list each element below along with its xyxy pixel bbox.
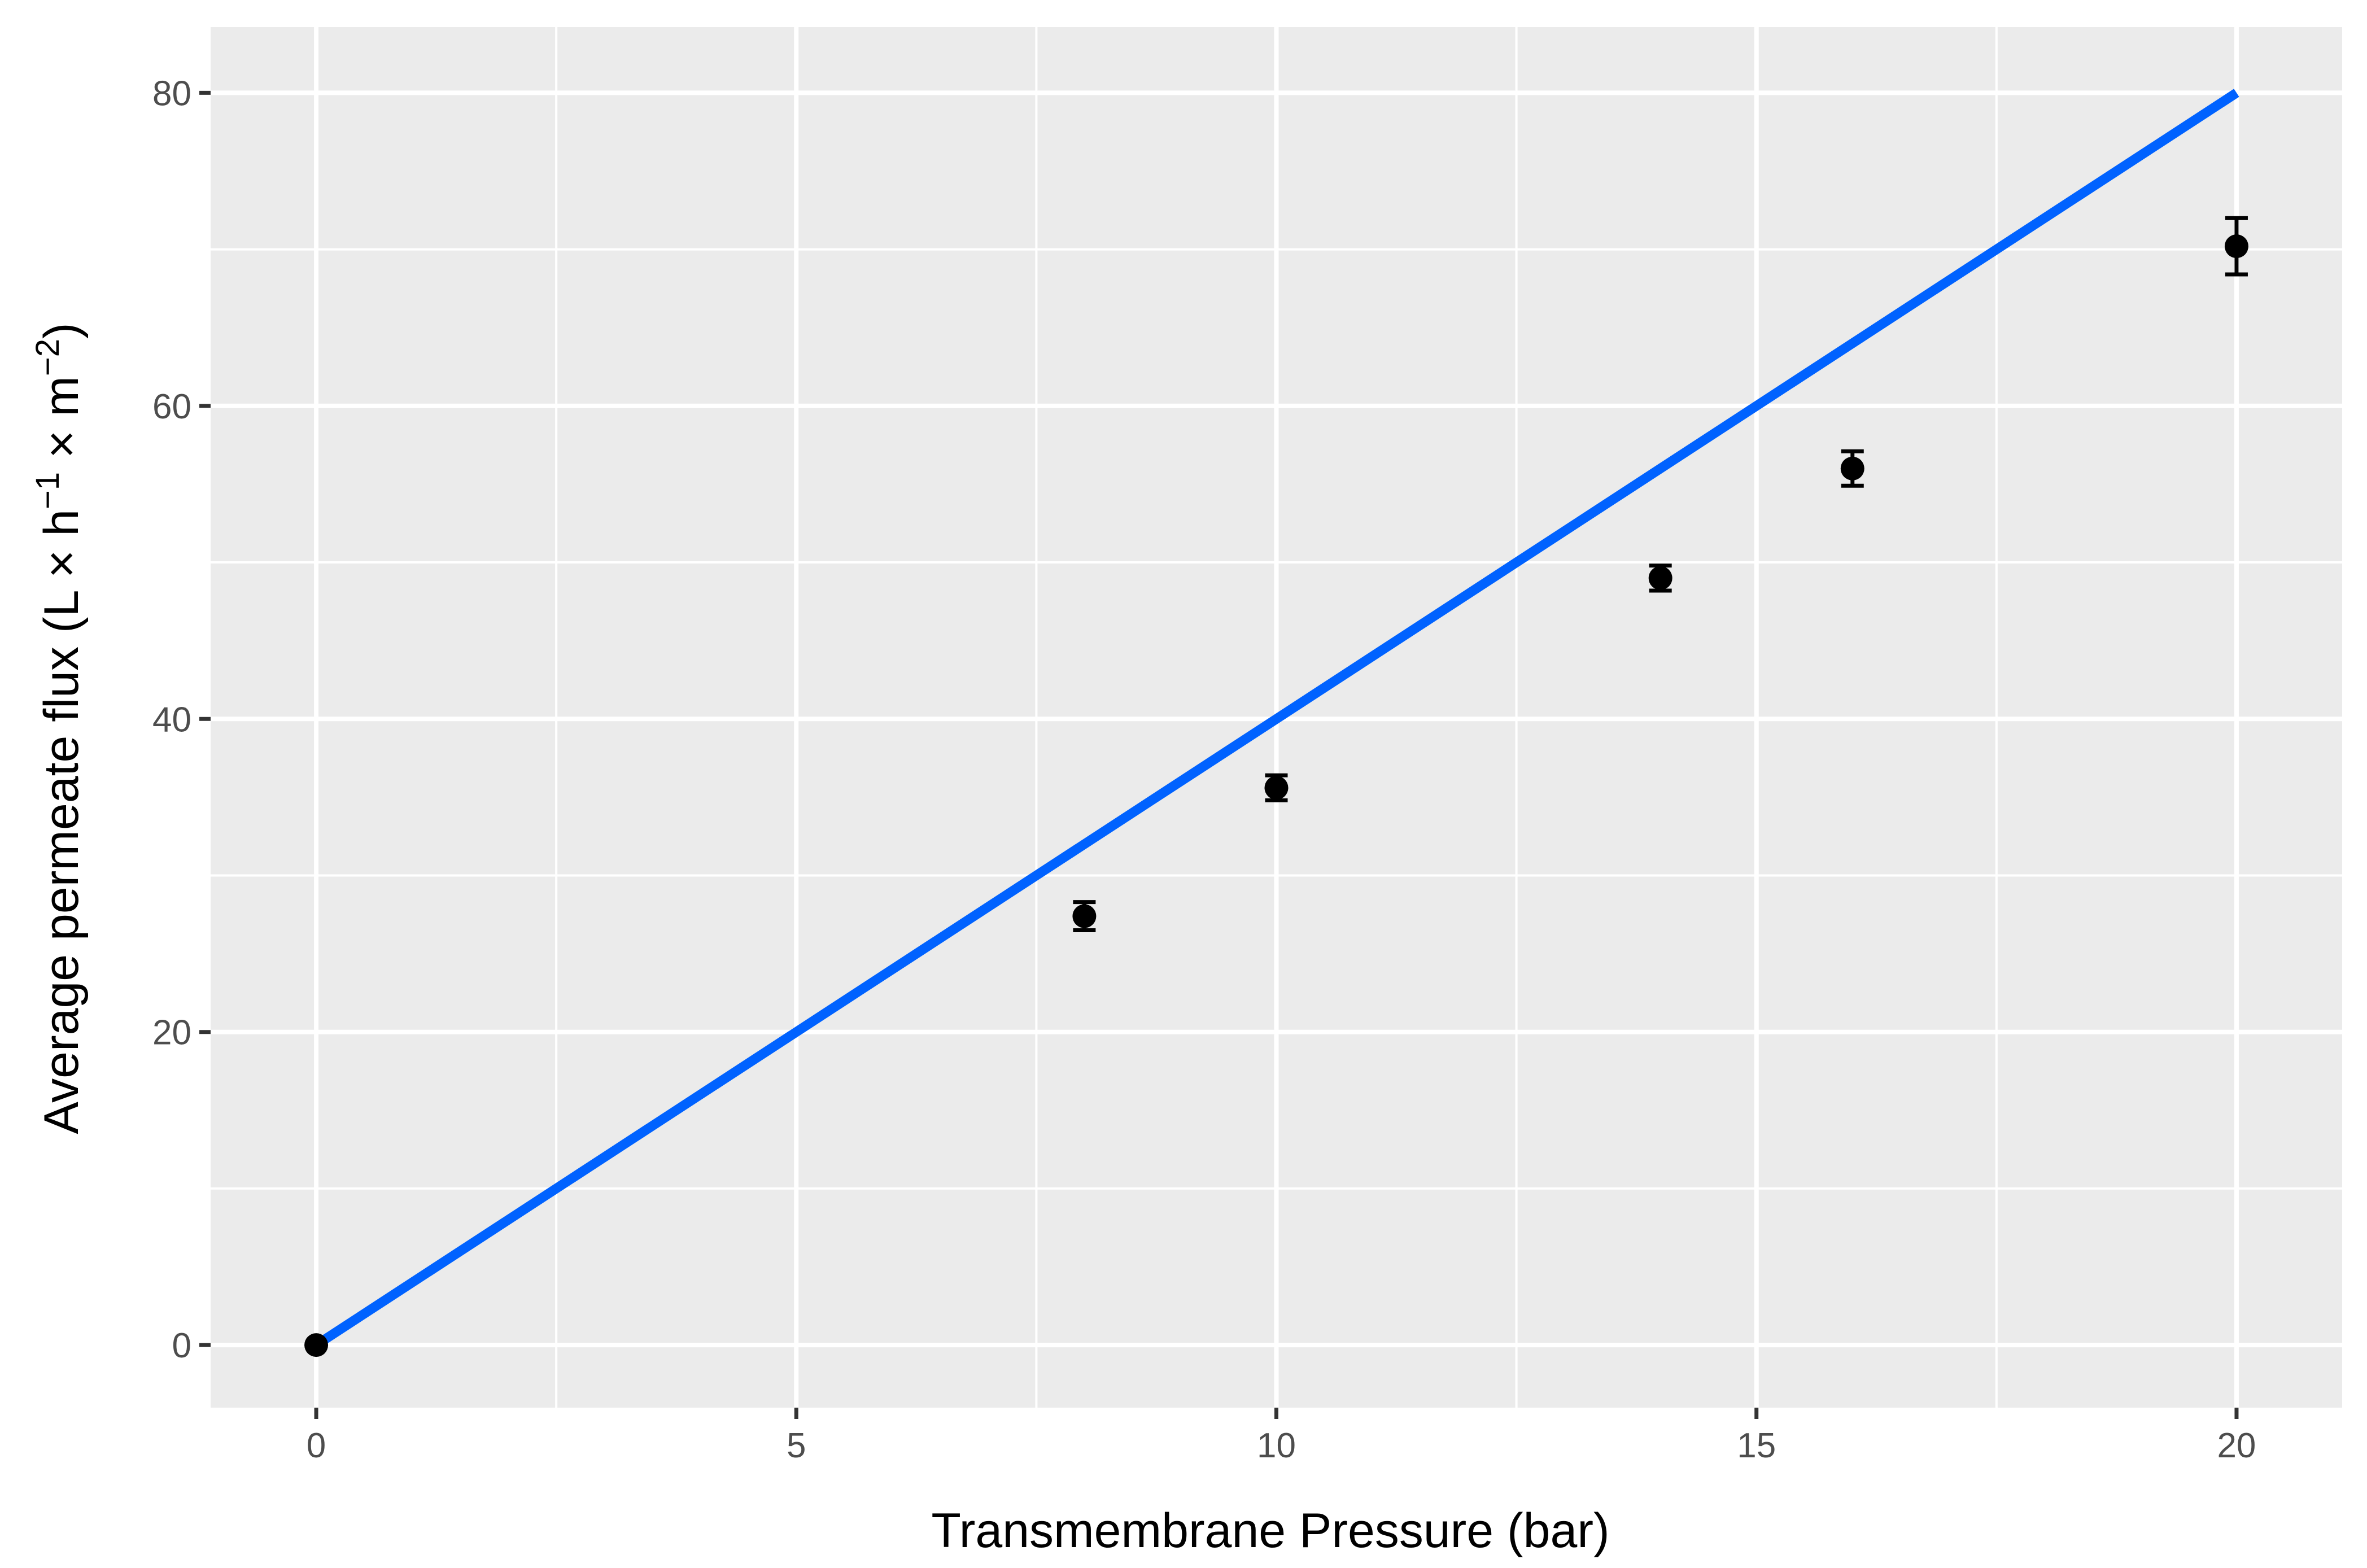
data-point	[2224, 234, 2248, 259]
fit-line-series	[313, 89, 2239, 1349]
y-tick-label: 60	[152, 387, 191, 426]
data-point	[304, 1333, 329, 1357]
y-tick-label: 40	[152, 700, 191, 739]
y-axis-title-paren-close: )	[34, 322, 89, 339]
y-axis-title-paren-open: (	[34, 617, 89, 633]
y-axis-title-main: Average permeate flux	[34, 633, 89, 1134]
y-tick-label: 80	[152, 74, 191, 113]
data-point	[1840, 456, 1864, 481]
axis-ticks	[199, 90, 2239, 1419]
x-tick-label: 20	[2217, 1426, 2256, 1465]
data-point	[1072, 904, 1097, 928]
fit-line	[313, 89, 2239, 1349]
x-tick-label: 15	[1737, 1426, 1776, 1465]
x-axis-title: Transmembrane Pressure (bar)	[931, 1504, 1609, 1558]
y-axis-title-unit-l-h: L × h	[34, 509, 89, 617]
y-axis-title-unit-m: × m	[34, 376, 89, 472]
x-tick-label: 5	[787, 1426, 806, 1465]
data-point	[1264, 776, 1289, 800]
x-tick-label: 10	[1257, 1426, 1296, 1465]
x-tick-label: 0	[307, 1426, 326, 1465]
y-tick-label: 20	[152, 1014, 191, 1052]
tick-labels: 0 5 10 15 20 0 20 40 60 80	[152, 74, 2256, 1465]
y-axis-title-sup-2: −2	[29, 339, 66, 376]
y-axis-title-sup-1: −1	[29, 472, 66, 509]
data-points-series	[304, 216, 2248, 1357]
y-tick-label: 0	[172, 1326, 191, 1365]
y-axis-title: Average permeate flux (L × h−1 × m−2)	[29, 322, 89, 1134]
data-point	[1648, 566, 1672, 590]
